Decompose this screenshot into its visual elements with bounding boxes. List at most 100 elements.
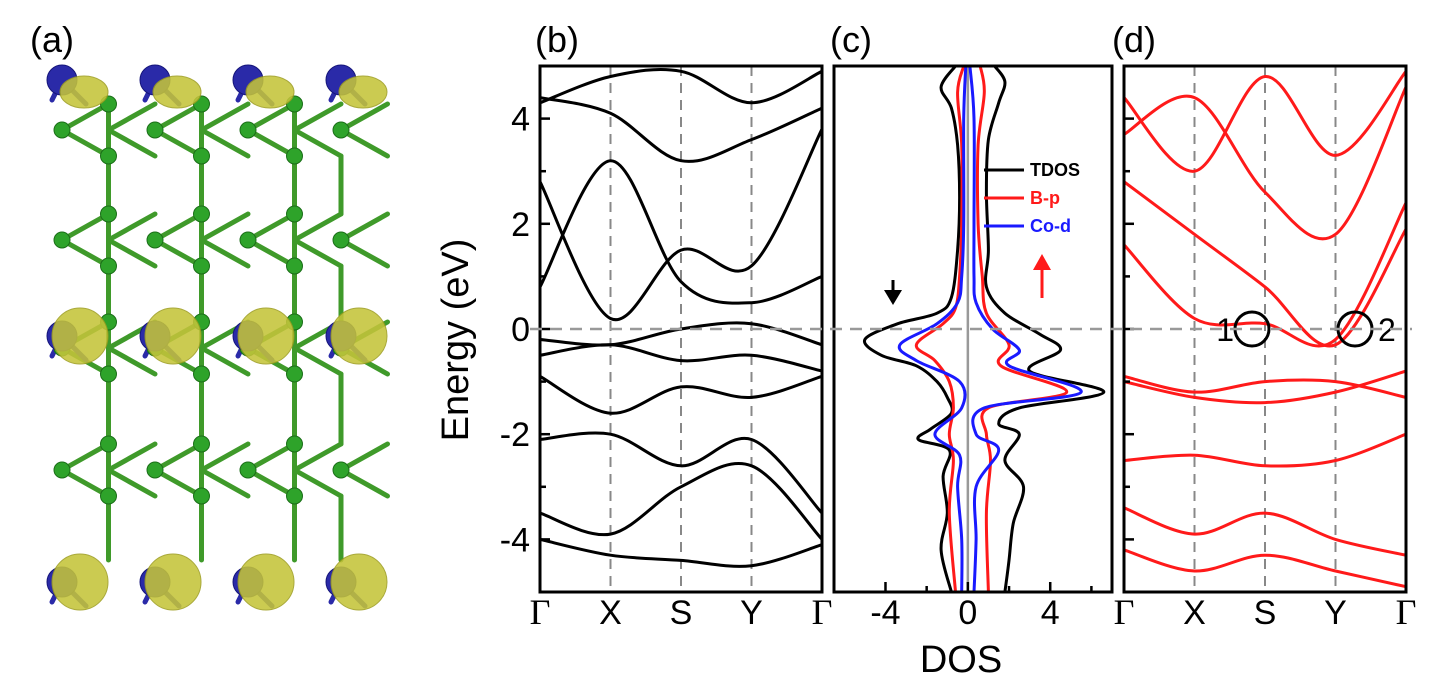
bond [292, 211, 344, 243]
boron-atom [286, 205, 303, 223]
legend-item: Co-d [984, 216, 1071, 236]
bond [59, 441, 111, 473]
boron-atom [100, 147, 117, 165]
y-tick-label: 2 [511, 206, 530, 244]
bond [59, 237, 111, 269]
dos-curve-b-p [975, 66, 1069, 592]
bond [152, 441, 204, 473]
bond [59, 211, 111, 243]
dos-curve-tdos [862, 66, 962, 592]
spin-density-lobe [245, 75, 295, 109]
panel-c-label: (c) [830, 19, 872, 60]
bond [199, 467, 251, 499]
boron-atom [193, 205, 210, 223]
dos-curve-tdos [984, 66, 1106, 592]
band-line [1124, 70, 1406, 173]
bond [292, 237, 344, 269]
bond [292, 467, 344, 499]
band-line [1124, 180, 1406, 348]
bond [59, 101, 111, 133]
band-line [540, 159, 822, 305]
band-line [540, 343, 822, 373]
bond [106, 467, 158, 499]
bond [292, 101, 344, 133]
spin-density-lobe [51, 553, 109, 611]
legend-item: B-p [984, 188, 1060, 208]
bond [338, 211, 390, 243]
bond [245, 467, 297, 499]
bond [152, 237, 204, 269]
y-tick-labels: 4 2 0 -2 -4 [500, 101, 530, 560]
bond [199, 237, 251, 269]
spin-density-lobe [152, 75, 202, 109]
dirac-point-label: 1 [1216, 312, 1234, 348]
boron-atom [286, 365, 303, 383]
bond [152, 101, 204, 133]
y-tick-label: 4 [511, 101, 530, 139]
panel-d-label: (d) [1112, 19, 1156, 60]
dos-tick-label: 0 [958, 594, 977, 632]
band-line [540, 68, 822, 105]
boron-atom [286, 147, 303, 165]
bond [338, 237, 390, 269]
boron-atom [332, 461, 350, 479]
panel-c-dos: -4 0 4 TDOS B-p Co-d [832, 64, 1114, 632]
bond [152, 127, 204, 159]
legend-label: B-p [1030, 188, 1060, 208]
dos-tick-label: -4 [870, 594, 900, 632]
spin-density-lobe [338, 75, 388, 109]
boron-atom [100, 435, 117, 453]
dos-curve-co-d [897, 66, 968, 592]
k-point-label: Γ [530, 592, 551, 632]
spin-density-lobe [144, 307, 202, 365]
boron-atom [193, 435, 210, 453]
boron-atom [100, 257, 117, 275]
boron-atom [100, 365, 117, 383]
k-point-label: X [1183, 594, 1206, 632]
band-line [1124, 506, 1406, 557]
bond [199, 211, 251, 243]
k-point-label: S [1254, 594, 1277, 632]
bond [106, 101, 158, 133]
k-point-label: Γ [1396, 592, 1417, 632]
boron-atom [239, 121, 257, 139]
legend-item: TDOS [984, 160, 1080, 180]
boron-atom [146, 461, 164, 479]
boron-atom [53, 121, 71, 139]
dos-axis-label: DOS [920, 639, 1002, 681]
bond [152, 211, 204, 243]
bond [338, 127, 390, 159]
bond [106, 127, 158, 159]
band-line [1124, 369, 1406, 405]
bond [106, 211, 158, 243]
boron-atom [146, 231, 164, 249]
k-point-label: Γ [812, 592, 833, 632]
spin-density-lobe [330, 307, 388, 365]
band-line [540, 96, 822, 163]
band-line [540, 374, 822, 415]
bond [106, 441, 158, 473]
spin-density-isosurfaces [51, 75, 388, 611]
bond [245, 101, 297, 133]
boron-atom [146, 121, 164, 139]
dos-tick-label: 4 [1041, 594, 1060, 632]
spin-density-lobe [237, 307, 295, 365]
bond [106, 345, 158, 377]
k-point-label: X [599, 594, 622, 632]
boron-atom [53, 231, 71, 249]
spin-density-lobe [330, 553, 388, 611]
bond [245, 211, 297, 243]
bond [292, 441, 344, 473]
y-tick-label: -4 [500, 521, 530, 559]
bond [338, 101, 390, 133]
boron-atom [239, 231, 257, 249]
boron-atom [100, 487, 117, 505]
y-tick-label: -2 [500, 416, 530, 454]
panel-b-label: (b) [535, 19, 579, 60]
band-line [540, 462, 822, 541]
panel-a-label: (a) [30, 19, 74, 60]
dirac-point-label: 2 [1378, 312, 1396, 348]
band-line [1124, 86, 1406, 241]
